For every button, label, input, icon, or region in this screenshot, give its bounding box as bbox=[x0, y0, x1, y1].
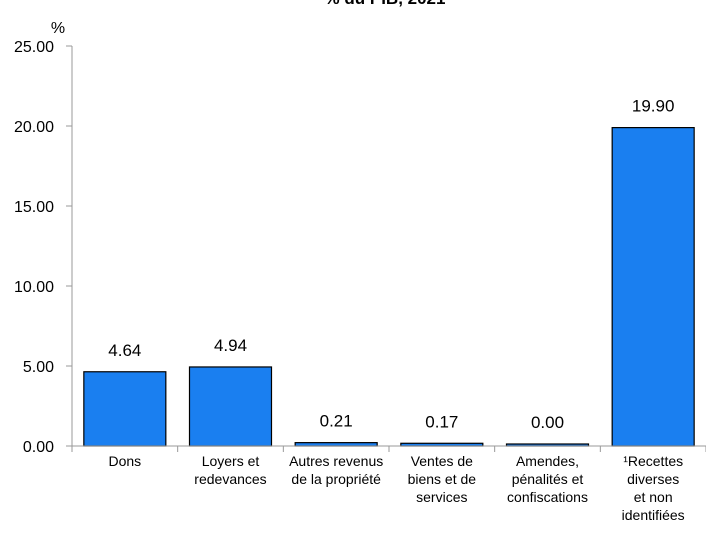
y-tick-label: 5.00 bbox=[23, 359, 54, 376]
data-label: 19.90 bbox=[632, 97, 675, 116]
category-label: Ventes de biens et de services bbox=[408, 453, 477, 505]
category-label-line: pénalités et bbox=[512, 471, 584, 487]
bar bbox=[294, 442, 378, 447]
category-label-line: Amendes, bbox=[516, 453, 579, 469]
category-label-line: Ventes de bbox=[411, 453, 473, 469]
category-label-line: Dons bbox=[108, 453, 141, 469]
category-label-line: services bbox=[416, 489, 467, 505]
y-axis-ticks: 0.00 5.00 10.00 15.00 20.00 25.00 bbox=[14, 39, 72, 456]
category-label: Loyers et redevances bbox=[194, 453, 266, 487]
category-label-line: ¹Recettes bbox=[623, 453, 683, 469]
category-label-line: biens et de bbox=[408, 471, 477, 487]
category-label: Amendes, pénalités et confiscations bbox=[507, 453, 588, 505]
y-tick-label: 20.00 bbox=[14, 119, 54, 136]
category-label-line: Autres revenus bbox=[289, 453, 383, 469]
data-label: 4.64 bbox=[108, 341, 141, 360]
category-label-line: identifiées bbox=[622, 507, 685, 523]
y-axis-unit-label: % bbox=[51, 20, 65, 37]
category-label: Dons bbox=[108, 453, 141, 469]
bar bbox=[83, 371, 167, 447]
bars bbox=[83, 126, 695, 447]
chart-title: % du PIB, 2021 bbox=[325, 0, 446, 8]
category-label-line: de la propriété bbox=[291, 471, 381, 487]
y-tick-label: 10.00 bbox=[14, 279, 54, 296]
category-label-line: confiscations bbox=[507, 489, 588, 505]
y-tick-label: 15.00 bbox=[14, 199, 54, 216]
data-label: 4.94 bbox=[214, 336, 247, 355]
category-label-line: diverses bbox=[627, 471, 679, 487]
category-label: Autres revenus de la propriété bbox=[289, 453, 383, 487]
bar bbox=[611, 126, 695, 447]
category-label-line: Loyers et bbox=[202, 453, 260, 469]
category-label: ¹Recettes diverses et non identifiées bbox=[622, 453, 685, 523]
category-label-line: et non bbox=[634, 489, 673, 505]
bar bbox=[188, 366, 273, 447]
category-label-line: redevances bbox=[194, 471, 266, 487]
data-labels: 4.64 4.94 0.21 0.17 0.00 19.90 bbox=[108, 97, 674, 432]
data-label: 0.21 bbox=[320, 412, 353, 431]
y-tick-label: 25.00 bbox=[14, 39, 54, 56]
data-label: 0.00 bbox=[531, 413, 564, 432]
x-axis-categories: Dons Loyers et redevances Autres revenus de … bbox=[71, 446, 706, 523]
data-label: 0.17 bbox=[425, 412, 458, 431]
y-tick-label: 0.00 bbox=[23, 439, 54, 456]
